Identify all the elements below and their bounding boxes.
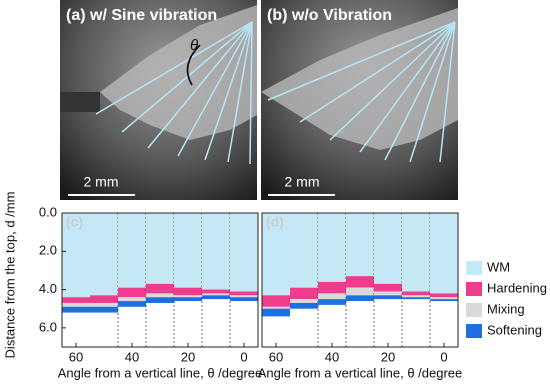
- panel-label: (d): [266, 214, 284, 230]
- bar-segment: [230, 291, 258, 296]
- bar-segment: [402, 297, 430, 300]
- bar-segment: [346, 213, 374, 277]
- bar-segment: [318, 299, 346, 305]
- legend-label: Hardening: [487, 280, 547, 295]
- bar-segment: [402, 295, 430, 298]
- bar-segment: [290, 287, 318, 300]
- micrograph-a: (a) w/ Sine vibration θ 2 mm: [60, 0, 257, 200]
- bar-segment: [318, 281, 346, 294]
- bar-segment: [230, 213, 258, 292]
- x-tick-label: 40: [325, 349, 339, 364]
- bar-segment: [146, 297, 174, 303]
- bar-segment: [402, 213, 430, 292]
- bar-segment: [230, 295, 258, 298]
- bar-segment: [118, 297, 146, 302]
- bar-segment: [430, 299, 458, 302]
- bar-segment: [90, 306, 118, 313]
- bar-segment: [318, 293, 346, 300]
- bar-segment: [202, 213, 230, 290]
- legend-label: Softening: [487, 322, 542, 337]
- legend-label: WM: [487, 259, 510, 274]
- y-tick-label: 4.0: [39, 281, 57, 296]
- bar-segment: [262, 308, 290, 317]
- bar-segment: [90, 295, 118, 303]
- bar-segment: [90, 302, 118, 307]
- bar-segment: [202, 289, 230, 294]
- bar-segment: [62, 297, 90, 303]
- bar-segment: [374, 213, 402, 284]
- bar-segment: [318, 213, 346, 282]
- bar-segment: [430, 213, 458, 294]
- bar-segment: [146, 283, 174, 294]
- legend-swatch: [466, 282, 482, 296]
- scale-bar: 2 mm: [285, 174, 320, 190]
- bar-segment: [146, 213, 174, 284]
- x-tick-label: 20: [381, 349, 395, 364]
- bar-segment: [262, 213, 290, 296]
- panel-title: (b) w/o Vibration: [267, 7, 392, 24]
- y-tick-label: 2.0: [39, 243, 57, 258]
- bar-segment: [230, 297, 258, 302]
- bar-segment: [262, 295, 290, 307]
- y-tick-label: 0.0: [39, 204, 57, 219]
- x-tick-label: 0: [240, 349, 247, 364]
- bar-segment: [290, 302, 318, 309]
- bar-segment: [346, 276, 374, 288]
- legend-label: Mixing: [487, 301, 525, 316]
- bar-segment: [118, 287, 146, 298]
- x-axis-label: Angle from a vertical line, θ /degree: [258, 365, 463, 380]
- bar-segment: [118, 213, 146, 288]
- plot-frame: [61, 212, 259, 348]
- y-axis-label: Distance from the top, d /mm: [2, 192, 17, 359]
- bar-segment: [146, 293, 174, 298]
- bar-segment: [90, 213, 118, 296]
- bar-segment: [262, 306, 290, 309]
- x-axis-label: Angle from a vertical line, θ /degree: [58, 365, 263, 380]
- y-tick-label: 6.0: [39, 319, 57, 334]
- x-tick-label: 20: [181, 349, 195, 364]
- legend-swatch: [466, 261, 482, 275]
- scale-bar: 2 mm: [84, 174, 119, 190]
- plot-frame: [261, 212, 459, 348]
- bar-segment: [374, 295, 402, 300]
- bar-segment: [174, 295, 202, 298]
- legend-swatch: [466, 303, 482, 317]
- panel-label: (c): [66, 214, 83, 230]
- bar-segment: [346, 295, 374, 302]
- bar-segment: [62, 302, 90, 307]
- bar-segment: [118, 301, 146, 307]
- bar-segment: [346, 287, 374, 296]
- bar-segment: [174, 213, 202, 288]
- bar-segment: [174, 287, 202, 296]
- bar-segment: [290, 299, 318, 303]
- bar-segment: [430, 297, 458, 300]
- bar-segment: [62, 306, 90, 313]
- bar-segment: [202, 293, 230, 296]
- micrograph-b: (b) w/o Vibration 2 mm: [261, 0, 458, 200]
- x-tick-label: 60: [69, 349, 83, 364]
- x-tick-label: 0: [440, 349, 447, 364]
- legend-swatch: [466, 324, 482, 338]
- bar-segment: [174, 297, 202, 302]
- bar-segment: [374, 291, 402, 296]
- bar-segment: [402, 291, 430, 296]
- bar-segment: [62, 213, 90, 298]
- bar-segment: [290, 213, 318, 288]
- x-tick-label: 40: [125, 349, 139, 364]
- angle-label: θ: [190, 37, 198, 54]
- bar-segment: [430, 293, 458, 298]
- bar-segment: [202, 295, 230, 300]
- panel-title: (a) w/ Sine vibration: [66, 7, 217, 24]
- bar-segment: [374, 283, 402, 292]
- x-tick-label: 60: [269, 349, 283, 364]
